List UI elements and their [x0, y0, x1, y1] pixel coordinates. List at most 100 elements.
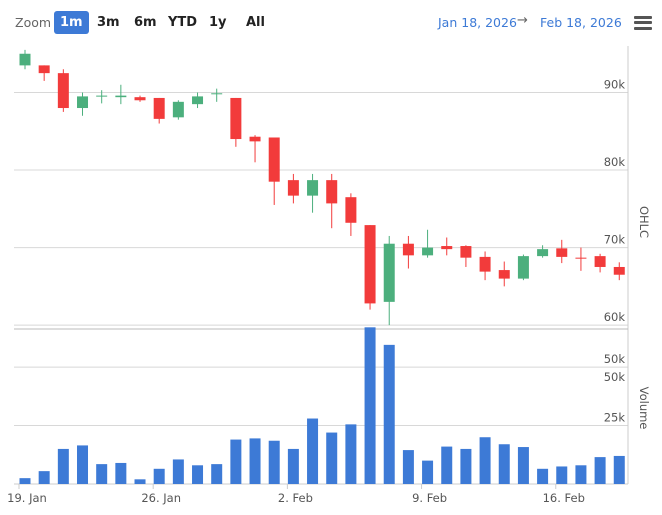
- candle: [38, 65, 50, 81]
- candle: [57, 69, 69, 112]
- range-arrow-icon: →: [517, 13, 528, 28]
- range-to-input[interactable]: Feb 18, 2026: [540, 15, 622, 30]
- volume-tick-label: 25k: [604, 411, 626, 425]
- candle-body: [498, 270, 510, 279]
- candle: [172, 100, 184, 120]
- volume-bar: [134, 479, 146, 484]
- volume-top-label: 50k: [604, 370, 626, 384]
- candle-body: [134, 97, 146, 101]
- x-tick-label: 9. Feb: [412, 491, 447, 505]
- volume-bar: [249, 438, 261, 484]
- range-selector-toolbar: Zoom 1m 3m 6m YTD 1y All Jan 18, 2026 → …: [0, 0, 662, 44]
- candle: [326, 173, 338, 229]
- volume-bar: [38, 471, 50, 484]
- candle: [115, 84, 127, 105]
- volume-bar: [402, 450, 414, 484]
- volume-bar: [422, 460, 434, 484]
- candle: [307, 173, 319, 213]
- volume-bar: [172, 459, 184, 484]
- candle-body: [211, 93, 223, 95]
- candle-body: [153, 97, 165, 119]
- volume-bar: [287, 448, 299, 484]
- zoom-button-1y[interactable]: 1y: [209, 15, 227, 30]
- volume-bar: [383, 344, 395, 484]
- volume-bar: [517, 447, 529, 484]
- ohlc-series: [19, 49, 625, 326]
- candle-body: [96, 95, 108, 97]
- zoom-button-all[interactable]: All: [246, 15, 265, 30]
- volume-bar: [19, 478, 31, 484]
- candle: [556, 239, 568, 264]
- candle: [383, 235, 395, 326]
- candle: [537, 245, 549, 258]
- volume-bar: [556, 466, 568, 484]
- candle-body: [77, 96, 89, 109]
- candle-body: [383, 243, 395, 302]
- volume-bar: [153, 468, 165, 484]
- candle-body: [422, 247, 434, 256]
- zoom-button-3m[interactable]: 3m: [97, 15, 120, 30]
- candle: [268, 137, 280, 205]
- volume-bar: [115, 462, 127, 484]
- x-tick-label: 26. Jan: [141, 491, 181, 505]
- volume-bar: [575, 465, 587, 484]
- candle: [422, 229, 434, 258]
- price-axis-title: OHLC: [637, 206, 651, 238]
- x-tick-label: 19. Jan: [7, 491, 47, 505]
- volume-bar: [364, 327, 376, 484]
- candle-body: [268, 137, 280, 182]
- candle: [96, 90, 108, 104]
- candle: [211, 88, 223, 102]
- candle-body: [364, 225, 376, 304]
- candle: [498, 261, 510, 287]
- price-tick-label: 70k: [604, 233, 626, 247]
- volume-bar: [211, 464, 223, 484]
- candle: [441, 237, 453, 256]
- candle-body: [517, 256, 529, 279]
- zoom-button-ytd[interactable]: YTD: [168, 15, 198, 30]
- volume-bar: [479, 437, 491, 484]
- candle-body: [38, 65, 50, 74]
- x-tick-label: 16. Feb: [543, 491, 585, 505]
- range-from-input[interactable]: Jan 18, 2026: [438, 15, 517, 30]
- candle: [575, 247, 587, 271]
- candle-body: [172, 101, 184, 118]
- volume-bar: [96, 464, 108, 484]
- candle-body: [441, 246, 453, 250]
- candle-body: [556, 248, 568, 257]
- volume-bar: [192, 465, 204, 484]
- volume-bar: [594, 457, 606, 484]
- candle-body: [479, 256, 491, 272]
- volume-bar: [345, 424, 357, 484]
- gridlines: [14, 92, 628, 427]
- candle: [192, 92, 204, 109]
- candle: [345, 193, 357, 236]
- volume-bar: [326, 432, 338, 484]
- candle-body: [613, 266, 625, 275]
- volume-axis-title: Volume: [637, 387, 651, 430]
- candle-body: [57, 73, 69, 109]
- candle: [364, 225, 376, 310]
- candle: [594, 253, 606, 273]
- price-tick-label: 90k: [604, 78, 626, 92]
- candle-body: [575, 257, 587, 259]
- x-tick-label: 2. Feb: [278, 491, 313, 505]
- volume-bar: [307, 418, 319, 484]
- volume-bar: [537, 468, 549, 484]
- volume-bar: [230, 439, 242, 484]
- volume-bar: [268, 440, 280, 484]
- candle-body: [594, 256, 606, 267]
- candle-body: [115, 95, 127, 98]
- price-tick-label: 80k: [604, 155, 626, 169]
- zoom-button-1m[interactable]: 1m: [54, 11, 89, 34]
- price-tick-label: 60k: [604, 310, 626, 324]
- zoom-button-6m[interactable]: 6m: [134, 15, 157, 30]
- volume-bar: [57, 448, 69, 484]
- candle: [19, 49, 31, 70]
- candle: [613, 262, 625, 281]
- volume-tick-label: 50k: [604, 352, 626, 366]
- candle: [230, 97, 242, 147]
- hamburger-menu-icon[interactable]: [634, 16, 652, 30]
- volume-bar: [498, 444, 510, 484]
- candle: [460, 245, 472, 267]
